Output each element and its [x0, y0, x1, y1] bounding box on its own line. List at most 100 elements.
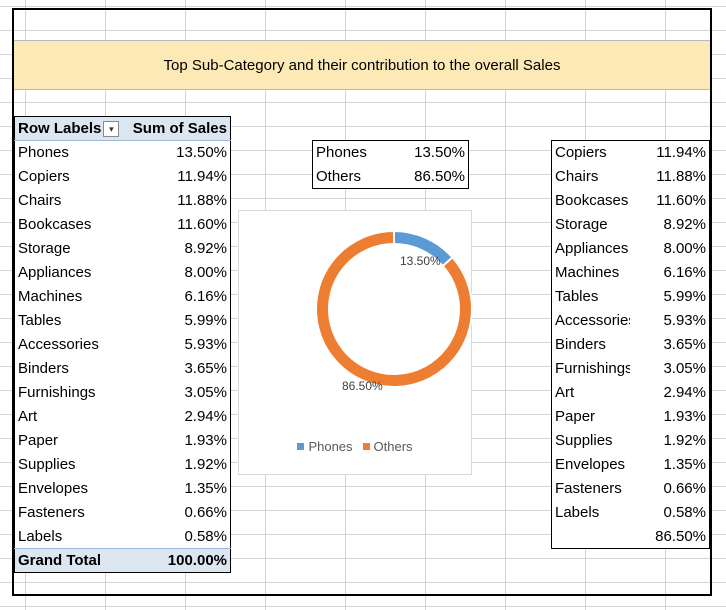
cell-value[interactable]: 8.00% — [184, 264, 227, 281]
cell-label[interactable]: Labels — [555, 504, 600, 521]
cell-value[interactable]: 5.93% — [184, 336, 227, 353]
cell-value[interactable]: 6.16% — [184, 288, 227, 305]
cell-value[interactable]: 1.93% — [184, 432, 227, 449]
cell-label[interactable]: Accessories — [18, 336, 99, 353]
pivot-row: Tables 5.99% — [15, 309, 231, 333]
cell-label[interactable]: Bookcases — [555, 192, 629, 209]
list-row: Copiers 11.94% — [552, 141, 710, 165]
cell-label[interactable]: Chairs — [18, 192, 62, 209]
cell-label[interactable]: Furnishings — [18, 384, 96, 401]
cell-label[interactable]: Phones — [18, 144, 69, 162]
cell-label[interactable]: Tables — [18, 312, 62, 329]
pivot-row: Paper 1.93% — [15, 429, 231, 453]
cell-value[interactable]: 1.92% — [663, 432, 706, 449]
pivot-sum-of-sales-header[interactable]: Sum of Sales — [126, 116, 231, 141]
cell-label[interactable]: Paper — [555, 408, 596, 425]
cell-value[interactable]: 11.94% — [177, 168, 227, 185]
cell-label[interactable]: Art — [18, 408, 38, 425]
list-row: Storage 8.92% — [552, 213, 710, 237]
cell-value[interactable]: 1.93% — [663, 408, 706, 425]
sort-filter-dropdown-icon[interactable]: ▾ — [103, 121, 120, 138]
donut-chart[interactable]: 13.50% 86.50% Phones Others — [238, 210, 473, 475]
cell-value[interactable]: 6.16% — [663, 264, 706, 281]
legend-swatch-others — [362, 443, 370, 450]
list-row: Accessories 5.93% — [552, 309, 710, 333]
report-title-cell[interactable]: Top Sub-Category and their contribution … — [14, 40, 710, 90]
cell-value[interactable]: 0.66% — [184, 504, 227, 521]
cell-label[interactable]: Bookcases — [18, 216, 92, 233]
cell-value[interactable]: 5.99% — [663, 288, 706, 305]
cell-label[interactable]: Appliances — [18, 264, 92, 281]
cell-value[interactable]: 8.92% — [663, 216, 706, 233]
cell-label[interactable]: Phones — [316, 144, 367, 162]
summary-row: Others 86.50% — [313, 165, 469, 189]
cell-label[interactable]: Envelopes — [555, 456, 626, 473]
list-row: Paper 1.93% — [552, 405, 710, 429]
pivot-row: Art 2.94% — [15, 405, 231, 429]
cell-label[interactable]: Envelopes — [18, 480, 89, 497]
cell-label[interactable]: Machines — [18, 288, 83, 305]
pivot-row: Furnishings 3.05% — [15, 381, 231, 405]
cell-value[interactable]: 3.65% — [663, 336, 706, 353]
cell-value[interactable]: 8.92% — [184, 240, 227, 257]
pivot-row-labels-header[interactable]: Row Labels ▾ — [14, 116, 127, 141]
list-row: Supplies 1.92% — [552, 429, 710, 453]
pivot-table[interactable]: Row Labels ▾ Sum of Sales Phones 13.50% Cop… — [14, 116, 231, 573]
cell-label[interactable]: Binders — [555, 336, 606, 353]
cell-label[interactable]: Furnishings — [555, 360, 630, 377]
cell-label[interactable]: Binders — [18, 360, 69, 377]
cell-label[interactable]: Tables — [555, 288, 599, 305]
cell-value[interactable]: 0.66% — [663, 480, 706, 497]
list-row: Chairs 11.88% — [552, 165, 710, 189]
cell-value[interactable]: 1.92% — [184, 456, 227, 473]
cell-label[interactable]: Chairs — [555, 168, 599, 185]
grand-total-label[interactable]: Grand Total — [14, 548, 127, 573]
cell-value[interactable]: 2.94% — [663, 384, 706, 401]
cell-value[interactable]: 8.00% — [663, 240, 706, 257]
cell-label[interactable]: Storage — [555, 216, 608, 233]
cell-value[interactable]: 86.50% — [655, 527, 706, 545]
cell-value[interactable]: 2.94% — [184, 408, 227, 425]
cell-label[interactable]: Copiers — [555, 144, 607, 162]
cell-value[interactable]: 13.50% — [176, 144, 227, 162]
pivot-row: Envelopes 1.35% — [15, 477, 231, 501]
cell-value[interactable]: 0.58% — [663, 504, 706, 521]
cell-value[interactable]: 3.05% — [184, 384, 227, 401]
cell-value[interactable]: 3.65% — [184, 360, 227, 377]
cell-label[interactable]: Supplies — [18, 456, 76, 473]
cell-value[interactable]: 11.88% — [177, 192, 227, 209]
cell-value[interactable]: 0.58% — [184, 527, 227, 545]
cell-label[interactable]: Labels — [18, 527, 63, 545]
cell-value[interactable]: 1.35% — [184, 480, 227, 497]
list-row: Art 2.94% — [552, 381, 710, 405]
cell-label[interactable] — [552, 525, 630, 549]
cell-label[interactable]: Art — [555, 384, 575, 401]
cell-value[interactable]: 5.99% — [184, 312, 227, 329]
donut-slice-others[interactable] — [315, 229, 473, 388]
cell-value[interactable]: 1.35% — [663, 456, 706, 473]
pivot-row: Binders 3.65% — [15, 357, 231, 381]
cell-value[interactable]: 5.93% — [663, 312, 706, 329]
cell-label[interactable]: Supplies — [555, 432, 613, 449]
cell-label[interactable]: Paper — [18, 432, 59, 449]
cell-label[interactable]: Appliances — [555, 240, 629, 257]
cell-label[interactable]: Machines — [555, 264, 620, 281]
data-label-others: 86.50% — [342, 379, 383, 393]
cell-label[interactable]: Fasteners — [18, 504, 85, 521]
cell-value[interactable]: 13.50% — [414, 144, 465, 162]
cell-label[interactable]: Copiers — [18, 168, 70, 185]
phones-vs-others-table: Phones 13.50% Others 86.50% — [312, 140, 469, 189]
cell-label[interactable]: Storage — [18, 240, 71, 257]
cell-label[interactable]: Others — [316, 167, 362, 185]
cell-value[interactable]: 11.88% — [656, 168, 706, 185]
cell-value[interactable]: 11.60% — [177, 216, 227, 233]
cell-value[interactable]: 11.94% — [656, 144, 706, 162]
cell-value[interactable]: 3.05% — [663, 360, 706, 377]
grand-total-value[interactable]: 100.00% — [126, 548, 231, 573]
cell-label[interactable]: Accessories — [555, 312, 630, 329]
cell-value[interactable]: 11.60% — [656, 192, 706, 209]
cell-label[interactable]: Fasteners — [555, 480, 622, 497]
list-row: Tables 5.99% — [552, 285, 710, 309]
cell-value[interactable]: 86.50% — [414, 167, 465, 185]
pivot-row: Chairs 11.88% — [15, 189, 231, 213]
